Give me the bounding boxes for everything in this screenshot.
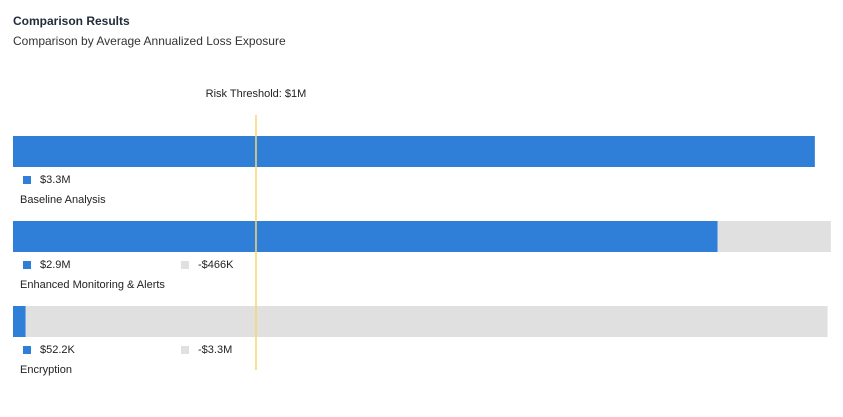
value-label: -$3.3M [198,344,232,356]
bar-segment [13,306,26,337]
value-label: $2.9M [40,259,71,271]
bar-segment [13,221,718,252]
legend-swatch [23,261,31,269]
chart-subtitle: Comparison by Average Annualized Loss Ex… [13,34,286,48]
threshold-label: Risk Threshold: $1M [206,88,307,100]
bar-segment [25,306,828,337]
category-label: Baseline Analysis [20,194,106,206]
bar-segment [717,221,831,252]
legend-swatch [23,176,31,184]
value-label: -$466K [198,259,234,271]
legend-swatch [181,261,189,269]
category-label: Encryption [20,364,72,376]
value-label: $52.2K [40,344,76,356]
legend-swatch [181,346,189,354]
value-label: $3.3M [40,174,71,186]
chart-title: Comparison Results [13,14,130,28]
category-label: Enhanced Monitoring & Alerts [20,279,165,291]
bar-segment [13,136,815,167]
legend-swatch [23,346,31,354]
